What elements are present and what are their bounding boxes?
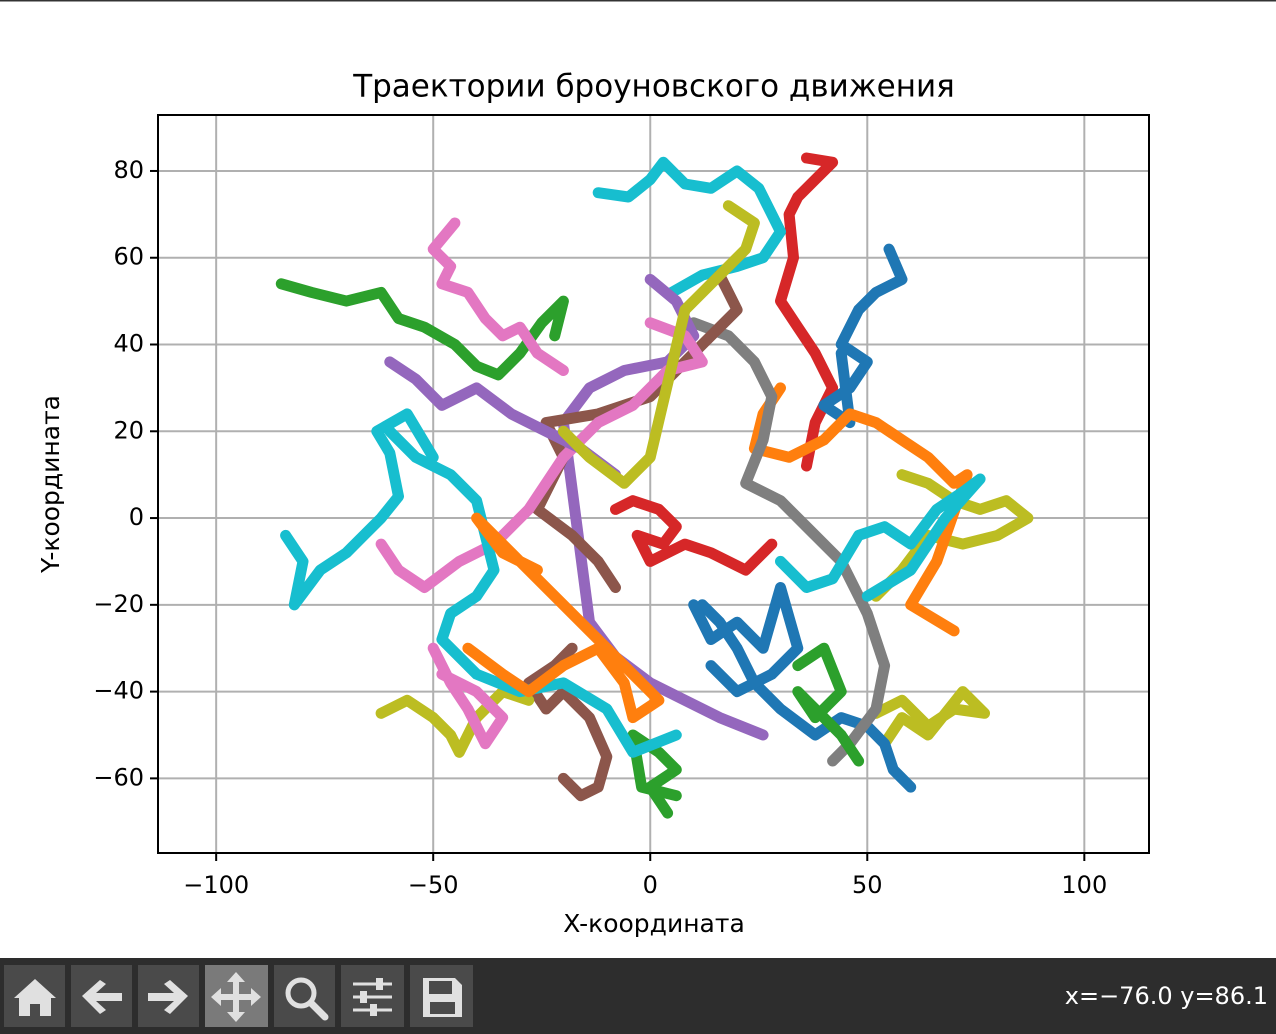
- y-axis-label: Y-координата: [36, 395, 65, 574]
- ticks: −100 −50 0 50 100 −60 −40 −20 0 20 40 60 80: [93, 156, 1107, 899]
- trajectory: [280, 408, 439, 611]
- chart-title: Траектории броуновского движения: [352, 69, 955, 105]
- y-tick-label: −20: [93, 590, 144, 618]
- trajectory: [688, 582, 804, 698]
- trajectory: [531, 269, 743, 593]
- trajectory: [375, 317, 708, 593]
- configure-button[interactable]: [341, 965, 404, 1027]
- back-button[interactable]: [71, 965, 132, 1027]
- home-button[interactable]: [4, 965, 65, 1027]
- trajectory: [384, 425, 682, 758]
- y-tick-label: 80: [113, 156, 144, 184]
- trajectory: [557, 200, 760, 489]
- trajectory: [792, 642, 865, 767]
- y-tick-label: 20: [113, 416, 144, 444]
- trajectory: [688, 317, 891, 767]
- x-tick-label: 0: [643, 871, 658, 899]
- trajectory: [627, 729, 682, 819]
- trajectory: [275, 278, 569, 381]
- forward-button[interactable]: [138, 965, 199, 1027]
- y-tick-label: 60: [113, 243, 144, 271]
- trajectory: [375, 686, 535, 758]
- x-tick-label: −50: [408, 871, 459, 899]
- x-tick-label: −100: [183, 871, 249, 899]
- x-tick-label: 100: [1061, 871, 1107, 899]
- trajectory: [462, 512, 665, 724]
- trajectory: [696, 599, 917, 793]
- y-tick-label: −40: [93, 677, 144, 705]
- pan-button[interactable]: [205, 965, 268, 1027]
- cursor-coords: x=−76.0 y=86.1: [1065, 982, 1268, 1010]
- y-tick-label: 40: [113, 330, 144, 358]
- trajectory: [610, 495, 778, 576]
- trajectory: [775, 152, 839, 472]
- trajectory: [870, 686, 990, 750]
- axes-frame: [157, 114, 1150, 854]
- trajectory: [775, 473, 986, 602]
- trajectory: [427, 217, 569, 376]
- trajectory: [818, 243, 908, 429]
- trajectory: [523, 642, 613, 802]
- trajectory: [870, 469, 1034, 602]
- trajectory: [592, 156, 786, 298]
- trajectory: [427, 642, 509, 750]
- plot-area: [275, 152, 1034, 819]
- x-tick-label: 50: [852, 871, 883, 899]
- figure: [0, 0, 1276, 958]
- x-axis-label: X-координата: [563, 909, 745, 938]
- y-tick-label: −60: [93, 763, 144, 791]
- save-button[interactable]: [410, 965, 473, 1027]
- zoom-button[interactable]: [274, 965, 335, 1027]
- y-tick-label: 0: [129, 503, 144, 531]
